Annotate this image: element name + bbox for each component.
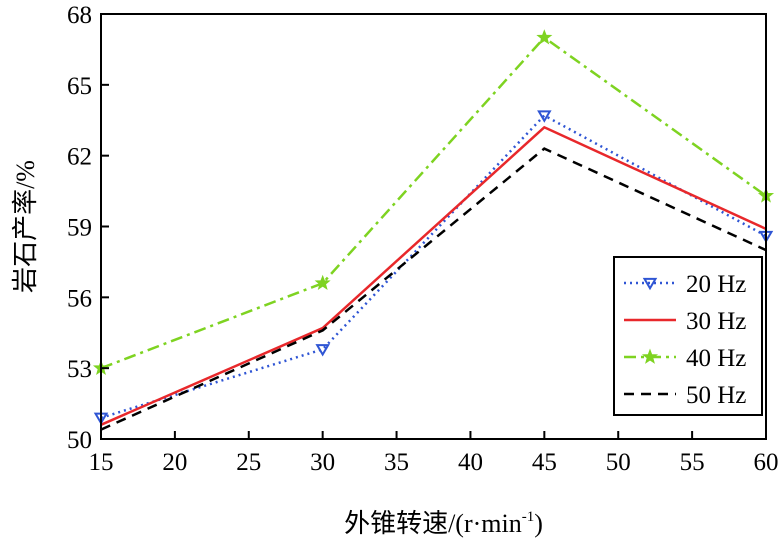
data-point-marker: [314, 274, 331, 290]
y-axis-title: 岩石产率/%: [11, 160, 40, 293]
x-tick-label: 30: [310, 449, 335, 476]
x-axis-ticks: 15 20 25 30 35 40 45 50 55 60: [89, 431, 779, 476]
x-tick-label: 50: [606, 449, 631, 476]
series-markers: [92, 29, 775, 425]
x-tick-label: 55: [680, 449, 705, 476]
series-lines: [100, 35, 767, 431]
x-tick-label: 25: [236, 449, 261, 476]
data-point-marker: [537, 110, 552, 123]
series-line: [100, 147, 767, 431]
chart-legend: 20 Hz 30 Hz 40 Hz 50 Hz: [613, 256, 763, 416]
y-tick-label: 68: [67, 2, 92, 29]
legend-label: 40 Hz: [686, 345, 746, 372]
x-tick-label: 60: [754, 449, 779, 476]
legend-marker: [642, 277, 658, 291]
x-tick-label: 15: [89, 449, 114, 476]
legend-label: 20 Hz: [686, 271, 746, 298]
x-tick-label: 45: [532, 449, 557, 476]
x-tick-label: 40: [458, 449, 483, 476]
x-axis-title-superscript: -1: [522, 509, 535, 525]
legend-label: 50 Hz: [686, 382, 746, 409]
y-tick-label: 62: [67, 144, 92, 171]
y-tick-label: 53: [67, 356, 92, 383]
series-line: [100, 35, 767, 370]
y-tick-label: 65: [67, 73, 92, 100]
legend-box: [613, 256, 763, 416]
data-point-marker: [315, 344, 330, 357]
x-tick-label: 35: [384, 449, 409, 476]
y-tick-label: 56: [67, 285, 92, 312]
y-axis-ticks: 50 53 56 59 62 65 68: [67, 2, 109, 454]
x-axis-title: 外锥转速/(r·min-1): [344, 509, 543, 538]
y-tick-label: 59: [67, 215, 92, 242]
legend-marker: [641, 348, 659, 364]
y-tick-label: 50: [67, 427, 92, 454]
legend-label: 30 Hz: [686, 308, 746, 335]
x-tick-label: 20: [162, 449, 187, 476]
x-axis-title-main: 外锥转速/(r·min: [344, 509, 522, 538]
x-axis-title-suffix: ): [534, 509, 543, 538]
series-line: [100, 125, 767, 426]
data-point-marker: [536, 29, 553, 45]
